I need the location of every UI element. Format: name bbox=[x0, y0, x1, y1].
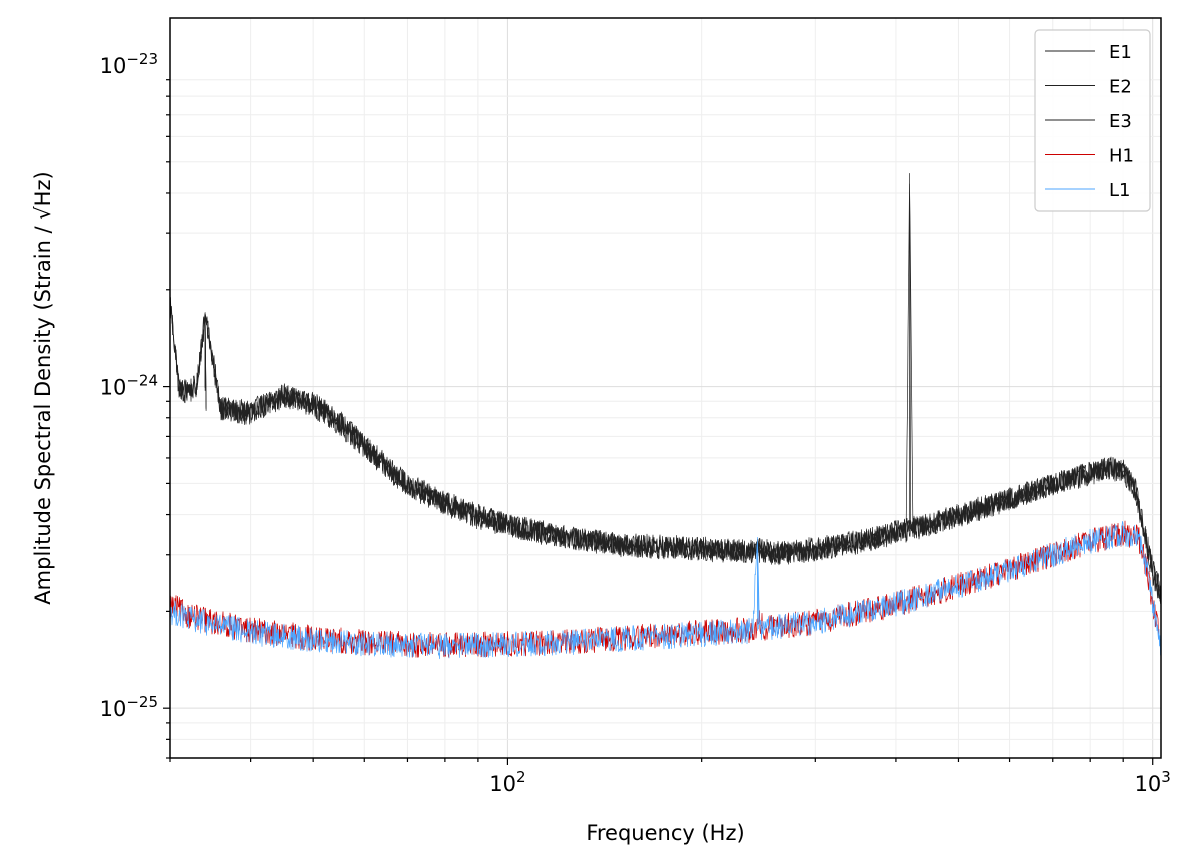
x-axis-label: Frequency (Hz) bbox=[586, 821, 744, 845]
legend-label: E2 bbox=[1109, 77, 1132, 98]
legend: E1 E2 E3 H1 L1 bbox=[1034, 29, 1151, 212]
axis-ticks: 102 103 10−25 10−24 10−23 bbox=[100, 50, 1171, 796]
legend-label: E3 bbox=[1109, 111, 1132, 132]
legend-label: E1 bbox=[1109, 42, 1132, 63]
series-line-h1 bbox=[170, 520, 1162, 658]
y-tick-label: 10−23 bbox=[100, 50, 158, 78]
plot-frame bbox=[169, 17, 1162, 759]
legend-label: H1 bbox=[1109, 146, 1134, 167]
x-tick-label: 103 bbox=[1135, 768, 1171, 796]
series-lines bbox=[170, 173, 1162, 660]
series-line-e3 bbox=[170, 306, 1162, 602]
y-tick-label: 10−24 bbox=[100, 372, 158, 400]
series-line-l1 bbox=[170, 520, 1162, 660]
y-axis-label: Amplitude Spectral Density (Strain / √Hz… bbox=[31, 171, 55, 604]
legend-label: L1 bbox=[1109, 180, 1130, 201]
x-tick-label: 102 bbox=[489, 768, 525, 796]
y-tick-label: 10−25 bbox=[100, 693, 158, 721]
